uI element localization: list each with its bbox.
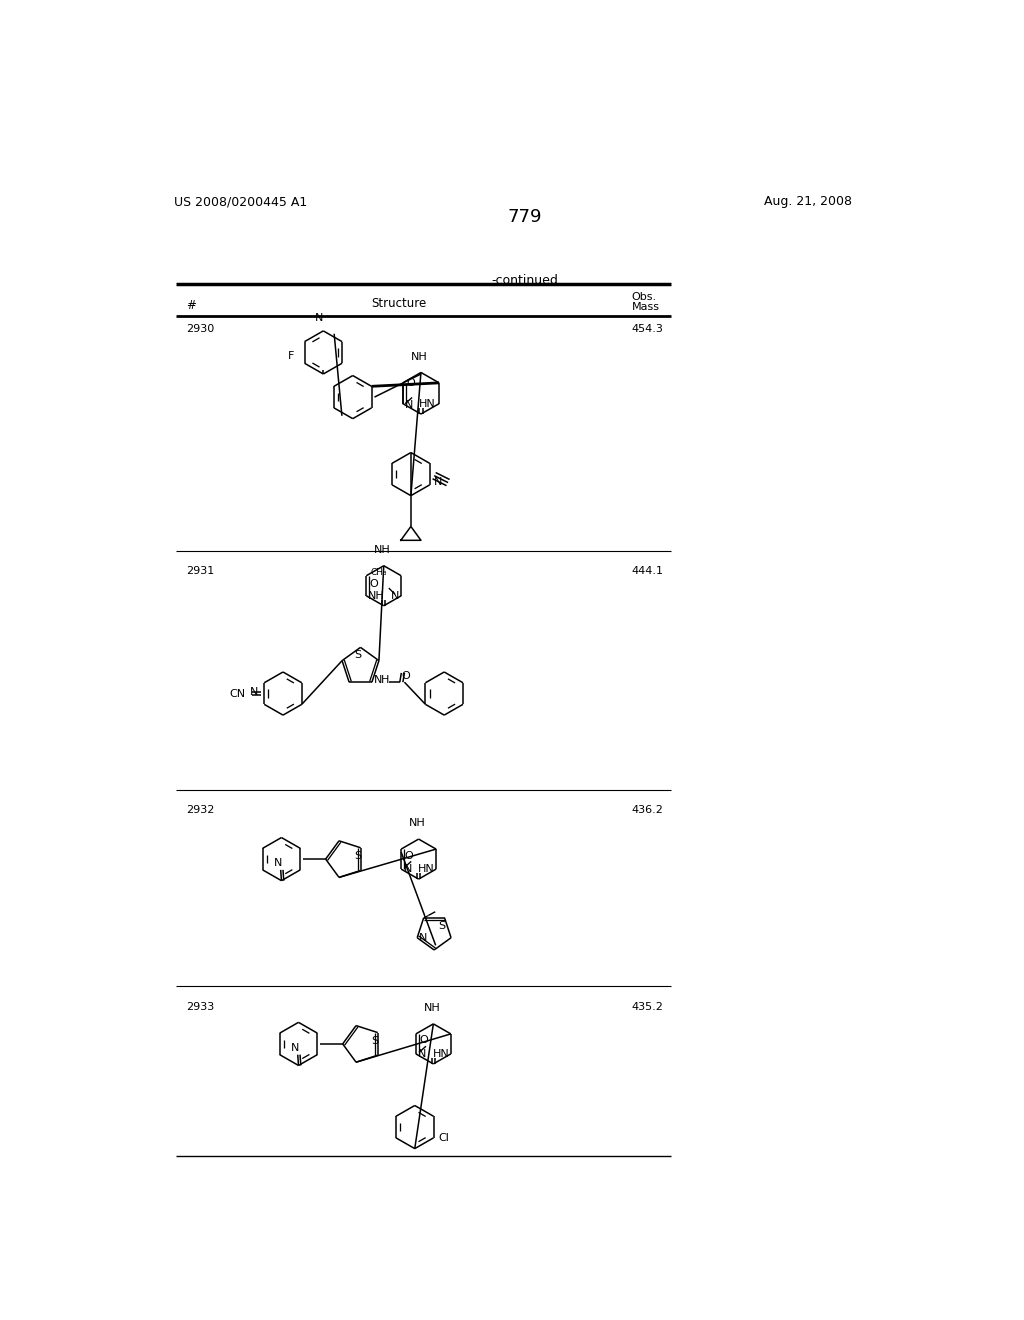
Text: N: N [274, 858, 283, 869]
Text: 454.3: 454.3 [632, 323, 664, 334]
Text: N: N [406, 400, 414, 411]
Text: O: O [401, 672, 410, 681]
Text: 2931: 2931 [186, 566, 214, 577]
Text: N: N [291, 1043, 300, 1053]
Text: 436.2: 436.2 [632, 805, 664, 816]
Text: N: N [434, 477, 442, 487]
Text: 2930: 2930 [186, 323, 214, 334]
Text: CN: CN [229, 689, 246, 698]
Text: N: N [418, 1049, 427, 1059]
Text: N: N [374, 675, 382, 685]
Text: CH₃: CH₃ [371, 568, 387, 577]
Text: NH: NH [374, 545, 390, 554]
Text: NH: NH [424, 1003, 440, 1014]
Text: US 2008/0200445 A1: US 2008/0200445 A1 [174, 195, 308, 209]
Text: Cl: Cl [438, 1133, 449, 1143]
Text: O: O [370, 578, 378, 589]
Text: HN: HN [432, 1049, 450, 1059]
Text: -continued: -continued [492, 275, 558, 286]
Text: Structure: Structure [372, 297, 427, 310]
Text: O: O [406, 378, 415, 388]
Text: H: H [380, 675, 389, 685]
Text: NH: NH [409, 818, 425, 829]
Text: N: N [403, 865, 412, 874]
Text: O: O [419, 1035, 428, 1045]
Text: Mass: Mass [632, 302, 659, 312]
Text: O: O [404, 850, 413, 861]
Text: 435.2: 435.2 [632, 1002, 664, 1011]
Text: S: S [438, 921, 445, 931]
Text: N: N [250, 686, 258, 697]
Text: N: N [314, 313, 323, 323]
Text: F: F [288, 351, 294, 362]
Text: S: S [371, 1036, 378, 1045]
Text: HN: HN [419, 399, 436, 409]
Text: S: S [354, 851, 361, 861]
Text: N: N [391, 591, 399, 601]
Text: NH: NH [368, 591, 385, 601]
Text: 2933: 2933 [186, 1002, 214, 1011]
Text: Aug. 21, 2008: Aug. 21, 2008 [764, 195, 852, 209]
Text: 779: 779 [508, 209, 542, 227]
Text: N: N [419, 933, 427, 942]
Text: #: # [186, 298, 196, 312]
Text: 444.1: 444.1 [632, 566, 664, 577]
Text: NH: NH [411, 351, 428, 362]
Text: S: S [354, 651, 361, 660]
Text: 2932: 2932 [186, 805, 214, 816]
Text: Obs.: Obs. [632, 293, 656, 302]
Text: HN: HN [418, 865, 434, 874]
